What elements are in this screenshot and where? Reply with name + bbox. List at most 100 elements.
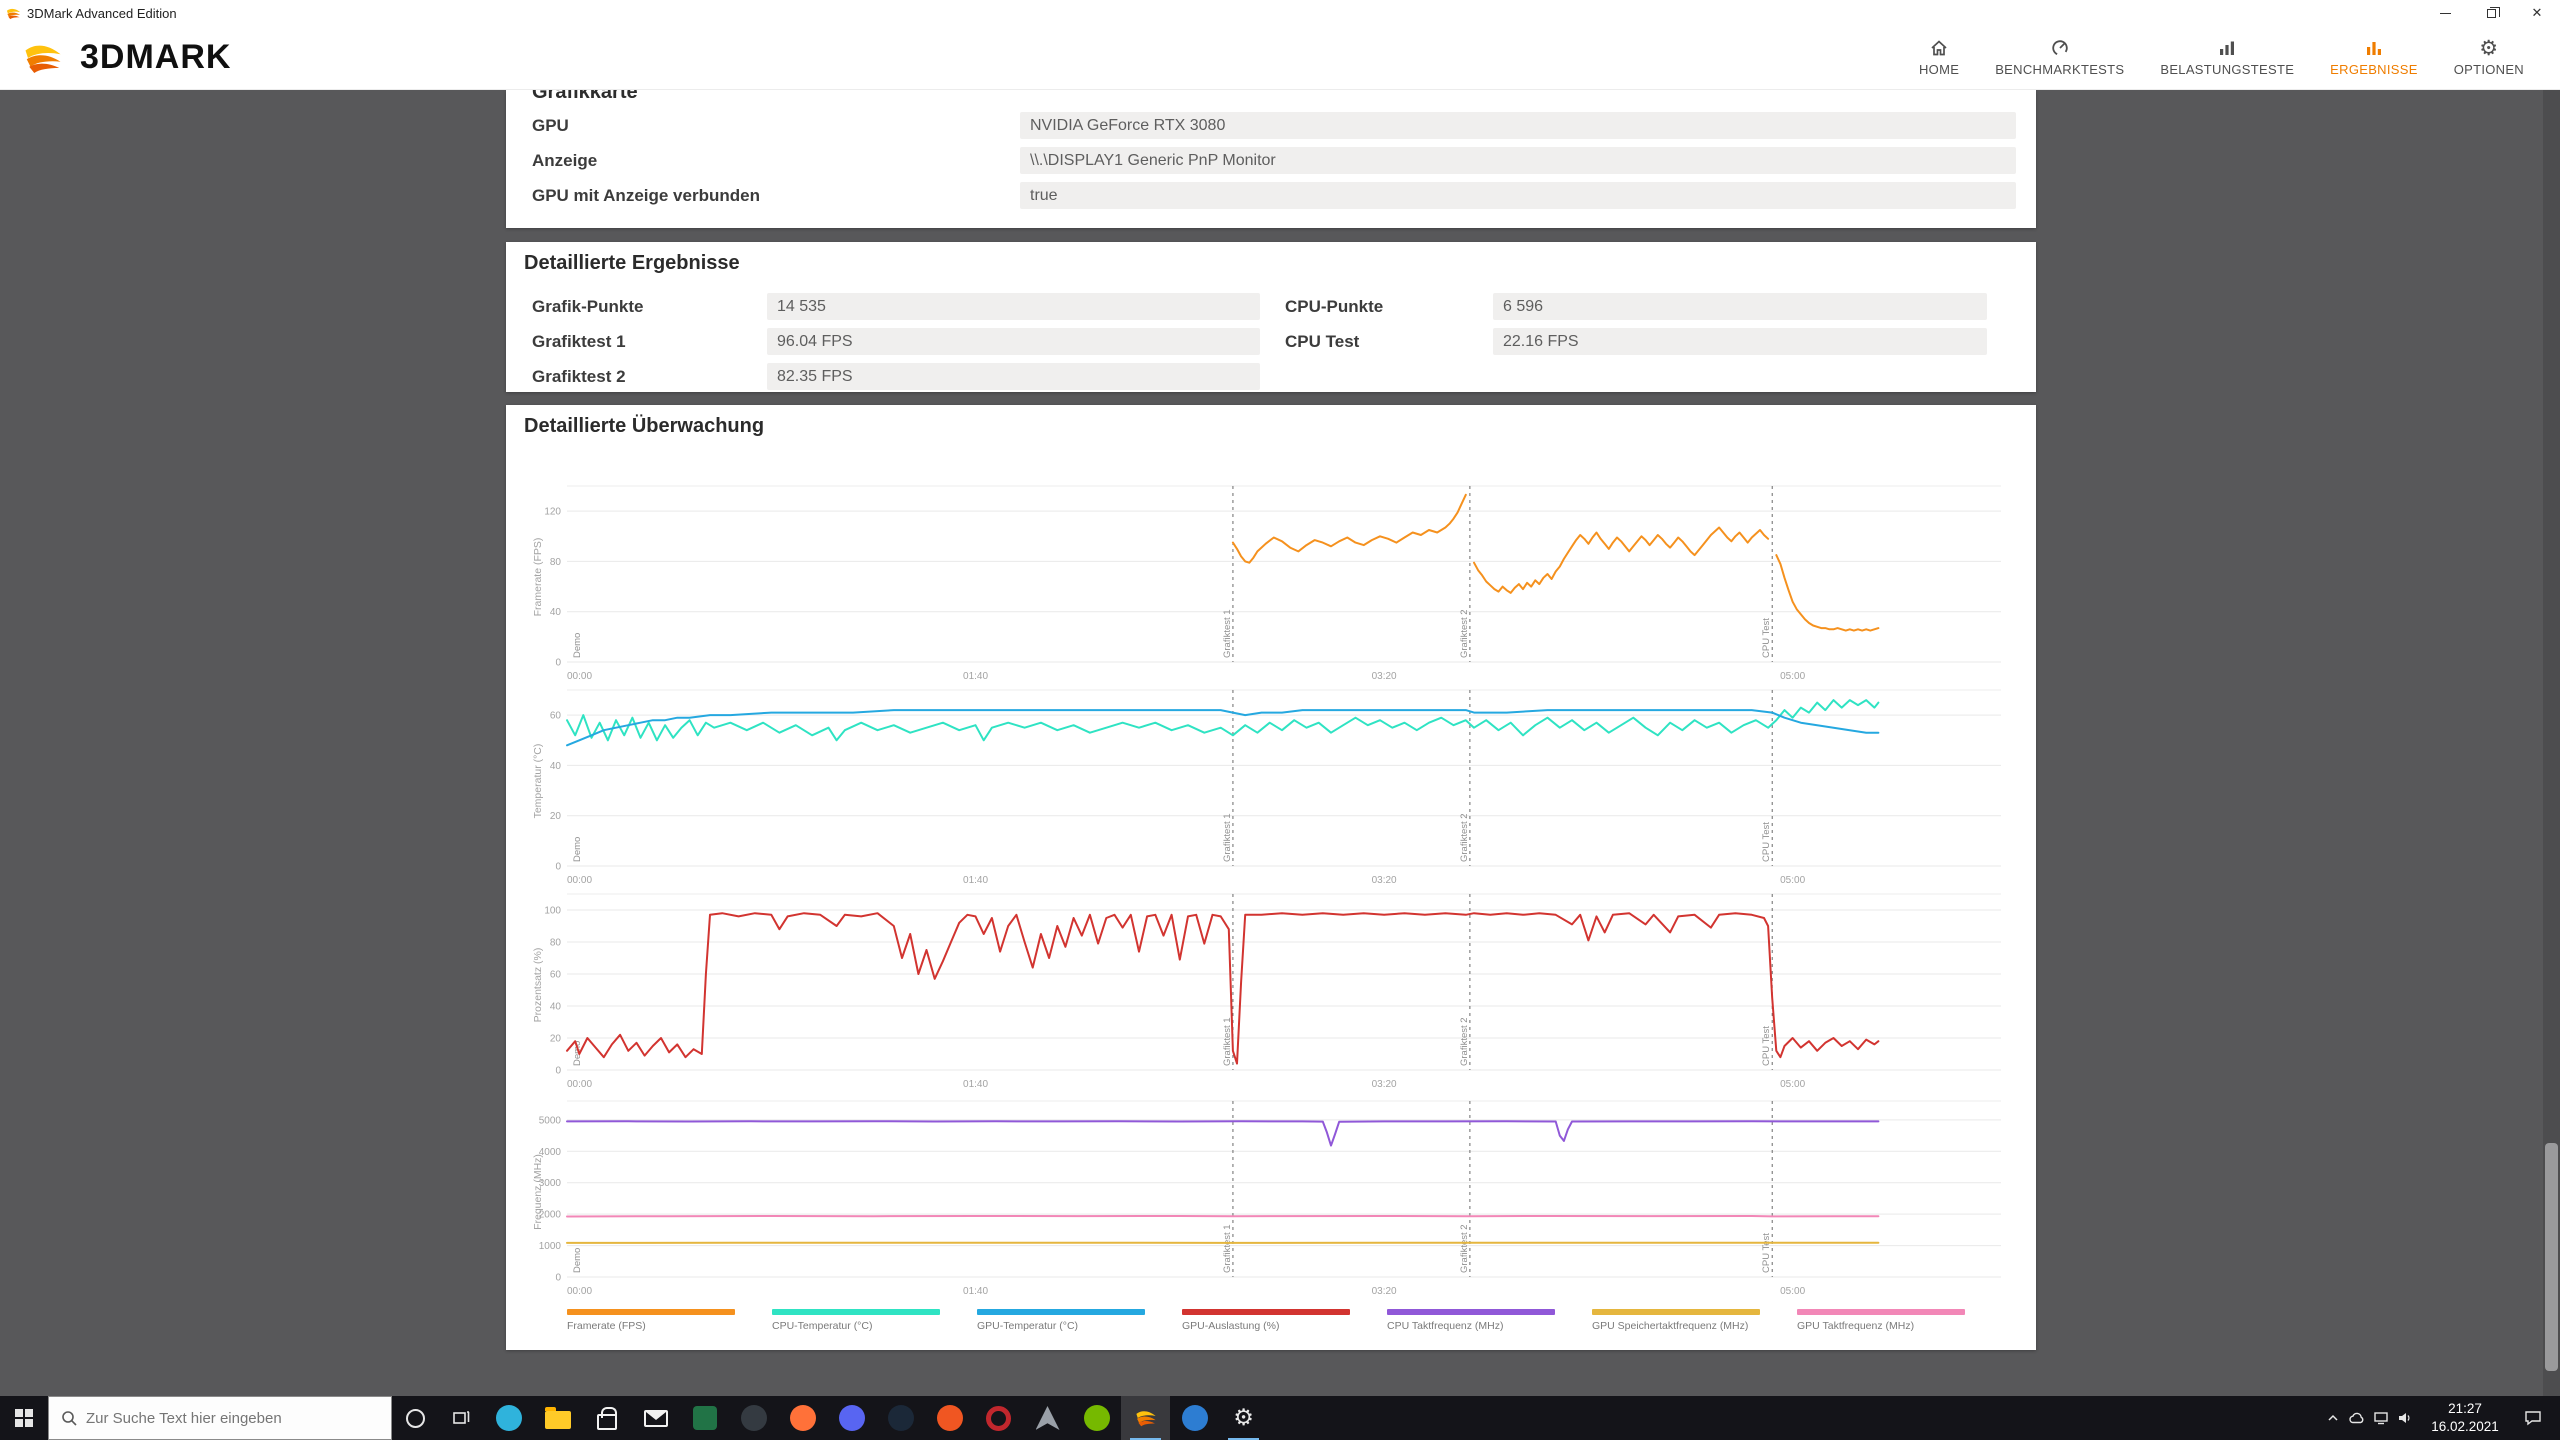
tab-home[interactable]: HOME xyxy=(1919,38,1959,77)
legend-color-bar xyxy=(1592,1309,1760,1315)
app-header: 3DMARK HOME BENCHMARKTESTS BELASTUNGSTES… xyxy=(0,26,2560,90)
legend-item: GPU-Auslastung (%) xyxy=(1182,1309,1350,1332)
svg-text:1000: 1000 xyxy=(539,1241,562,1252)
action-center-icon xyxy=(2525,1411,2541,1426)
gpu-connected-value-field: true xyxy=(1020,182,2016,209)
steam-icon[interactable] xyxy=(876,1396,925,1440)
bars-icon xyxy=(2220,41,2235,55)
cortana-button[interactable] xyxy=(392,1396,438,1440)
legend-item: CPU-Temperatur (°C) xyxy=(772,1309,940,1332)
info-row-gpu: GPU NVIDIA GeForce RTX 3080 xyxy=(532,112,2016,139)
svg-text:Demo: Demo xyxy=(572,1248,583,1273)
cpu-test-label: CPU Test xyxy=(1285,331,1360,351)
tab-optionen[interactable]: ⚙ OPTIONEN xyxy=(2453,36,2524,78)
system-info-panel: Grafikkarte GPU NVIDIA GeForce RTX 3080 … xyxy=(506,90,2036,228)
svg-text:Prozentsatz (%): Prozentsatz (%) xyxy=(532,948,544,1023)
minimize-icon xyxy=(2439,12,2451,14)
svg-text:05:00: 05:00 xyxy=(1780,875,1805,886)
cpu-test-field: 22.16 FPS xyxy=(1493,328,1987,355)
restore-icon xyxy=(2486,6,2500,18)
svg-text:00:00: 00:00 xyxy=(567,1079,592,1090)
action-center-button[interactable] xyxy=(2513,1410,2553,1426)
search-input[interactable] xyxy=(86,1409,366,1427)
settings-icon[interactable]: ⚙ xyxy=(1219,1396,1268,1440)
tab-ergebnisse[interactable]: ERGEBNISSE xyxy=(2330,38,2418,77)
3dmark-icon[interactable] xyxy=(1121,1396,1170,1440)
discord-icon[interactable] xyxy=(827,1396,876,1440)
info-row-anzeige: Anzeige \\.\DISPLAY1 Generic PnP Monitor xyxy=(532,147,2016,174)
threedmark-logo: 3DMARK xyxy=(14,38,231,78)
legend-color-bar xyxy=(1797,1309,1965,1315)
firefox-icon[interactable] xyxy=(778,1396,827,1440)
flame-icon xyxy=(25,45,61,73)
taskbar-search[interactable] xyxy=(48,1396,392,1440)
svg-text:05:00: 05:00 xyxy=(1780,1286,1805,1297)
svg-text:80: 80 xyxy=(550,938,562,949)
opera-icon[interactable] xyxy=(974,1396,1023,1440)
taskbar-clock[interactable]: 21:27 16.02.2021 xyxy=(2421,1400,2509,1435)
titlebar: 3DMark Advanced Edition ✕ xyxy=(0,0,2560,26)
legend-item: Framerate (FPS) xyxy=(567,1309,735,1332)
tab-benchmarktests[interactable]: BENCHMARKTESTS xyxy=(1995,38,2124,77)
svg-text:Grafiktest 2: Grafiktest 2 xyxy=(1459,1017,1470,1066)
svg-text:CPU Test: CPU Test xyxy=(1761,1233,1772,1273)
results-bars-icon xyxy=(2366,42,2381,55)
store-icon[interactable] xyxy=(582,1396,631,1440)
svg-text:40: 40 xyxy=(550,607,562,618)
svg-text:20: 20 xyxy=(550,1034,562,1045)
svg-text:Demo: Demo xyxy=(572,1041,583,1066)
gauge-icon xyxy=(2052,40,2068,56)
svg-text:60: 60 xyxy=(550,970,562,981)
chart-legend: Framerate (FPS) CPU-Temperatur (°C) GPU-Te… xyxy=(567,1309,1965,1332)
svg-text:03:20: 03:20 xyxy=(1372,875,1397,886)
graphics-score-field: 14 535 xyxy=(767,293,1260,320)
svg-text:5000: 5000 xyxy=(539,1115,562,1126)
tab-belastungsteste[interactable]: BELASTUNGSTESTE xyxy=(2160,38,2294,77)
legend-item: GPU Taktfrequenz (MHz) xyxy=(1797,1309,1965,1332)
excel-icon[interactable] xyxy=(680,1396,729,1440)
main-nav: HOME BENCHMARKTESTS BELASTUNGSTESTE ERGE… xyxy=(1919,36,2524,78)
graphics-test1-field: 96.04 FPS xyxy=(767,328,1260,355)
geforce-experience-icon[interactable] xyxy=(1072,1396,1121,1440)
start-button[interactable] xyxy=(0,1396,48,1440)
detailed-results-title: Detaillierte Ergebnisse xyxy=(524,252,740,274)
mail-icon[interactable] xyxy=(631,1396,680,1440)
app-blue-icon[interactable] xyxy=(1170,1396,1219,1440)
svg-text:Grafiktest 1: Grafiktest 1 xyxy=(1222,609,1233,658)
svg-text:0: 0 xyxy=(555,658,561,669)
gpu-label: GPU xyxy=(532,115,569,135)
svg-text:Grafiktest 2: Grafiktest 2 xyxy=(1459,813,1470,862)
clipped-section-heading: Grafikkarte xyxy=(532,90,638,103)
svg-text:01:40: 01:40 xyxy=(963,671,988,682)
minimize-button[interactable] xyxy=(2422,0,2468,26)
onedrive-cloud-icon[interactable] xyxy=(2345,1411,2369,1425)
svg-text:00:00: 00:00 xyxy=(567,875,592,886)
svg-text:2000: 2000 xyxy=(539,1210,562,1221)
file-explorer-icon[interactable] xyxy=(533,1396,582,1440)
network-icon[interactable] xyxy=(2369,1411,2393,1425)
close-button[interactable]: ✕ xyxy=(2514,0,2560,26)
app-dark-icon[interactable] xyxy=(729,1396,778,1440)
search-icon xyxy=(62,1410,77,1426)
svg-text:Temperatur (°C): Temperatur (°C) xyxy=(532,744,544,819)
detailed-results-panel: Detaillierte Ergebnisse Grafik-Punkte 14… xyxy=(506,242,2036,392)
graphics-test1-label: Grafiktest 1 xyxy=(532,331,626,351)
scrollbar-thumb[interactable] xyxy=(2545,1143,2558,1371)
afterburner-icon[interactable] xyxy=(1023,1396,1072,1440)
edge-icon[interactable] xyxy=(484,1396,533,1440)
task-view-button[interactable] xyxy=(438,1396,484,1440)
svg-text:Grafiktest 2: Grafiktest 2 xyxy=(1459,1224,1470,1273)
scrollbar-track[interactable] xyxy=(2543,90,2560,1396)
chart-prozentsatz: 0 20 40 60 80 100 00:00 01:40 03:20 05:00 Demo Graf… xyxy=(530,890,2020,1099)
svg-text:01:40: 01:40 xyxy=(963,875,988,886)
svg-text:40: 40 xyxy=(550,1002,562,1013)
volume-icon[interactable] xyxy=(2393,1411,2417,1425)
origin-icon[interactable] xyxy=(925,1396,974,1440)
svg-text:CPU Test: CPU Test xyxy=(1761,1026,1772,1066)
tray-chevron-up-icon[interactable] xyxy=(2321,1411,2345,1425)
cpu-score-field: 6 596 xyxy=(1493,293,1987,320)
svg-text:Grafiktest 1: Grafiktest 1 xyxy=(1222,813,1233,862)
brand-text: 3DMARK xyxy=(80,38,232,76)
svg-text:05:00: 05:00 xyxy=(1780,1079,1805,1090)
maxim ize-button[interactable] xyxy=(2468,0,2514,26)
